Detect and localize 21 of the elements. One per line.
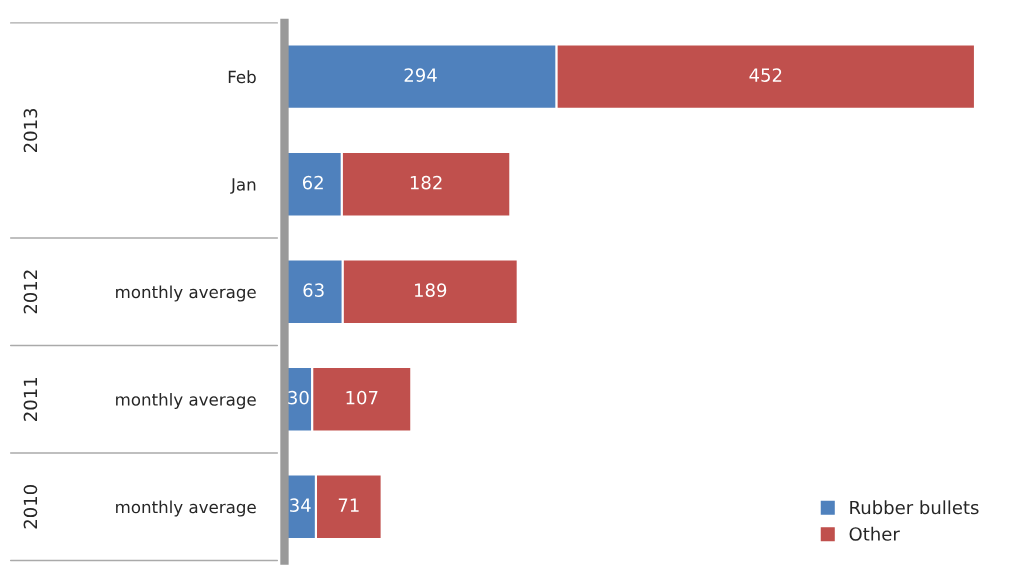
data-label: 30 [288, 390, 309, 405]
text: 2012 [23, 270, 38, 314]
data-label: 107 [346, 390, 378, 405]
data-label: 294 [404, 68, 437, 82]
data-label: 452 [749, 68, 782, 82]
text: 2013 [23, 108, 38, 153]
data-label: 34 [290, 498, 311, 513]
y-tick-label: Jan [230, 178, 256, 194]
y-tick-label: Feb [228, 70, 256, 84]
data-label: 189 [415, 283, 447, 297]
data-label: 63 [303, 283, 324, 297]
y-tick-label: monthly average [116, 392, 256, 410]
y-tick-label: monthly average [116, 285, 256, 302]
legend-label: Rubber bullets [850, 500, 979, 515]
data-label: 182 [410, 175, 442, 190]
data-label: 71 [338, 498, 359, 512]
text: 2011 [23, 377, 38, 421]
legend-label: Other [849, 526, 900, 541]
data-label: 62 [302, 175, 323, 190]
text: 2010 [23, 485, 38, 529]
y-tick-label: monthly average [116, 500, 256, 517]
